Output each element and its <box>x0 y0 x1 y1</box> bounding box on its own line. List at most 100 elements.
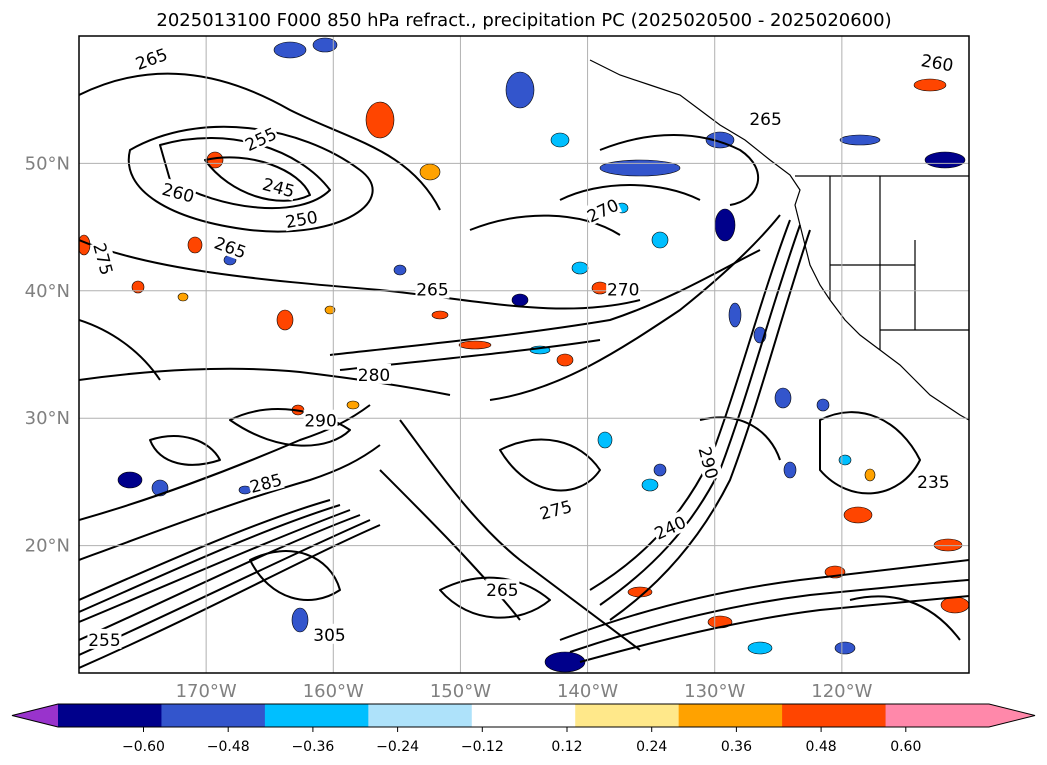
contour-line <box>79 239 641 310</box>
lon-tick-label: 120°W <box>811 681 872 702</box>
precip-blob <box>544 651 586 673</box>
lon-tick-label: 160°W <box>303 681 364 702</box>
contour-line <box>204 156 311 202</box>
contour-line <box>399 419 641 651</box>
precip-blob <box>458 340 492 350</box>
contour-line <box>599 134 760 206</box>
colorbar-tick-label: −0.36 <box>291 739 334 755</box>
precip-blob <box>924 151 966 169</box>
contour-line <box>79 499 331 601</box>
contour-label-bg <box>282 205 320 232</box>
precip-blob <box>913 78 947 92</box>
contour-label-bg <box>650 510 690 544</box>
colorbar-outline <box>11 703 1036 728</box>
lat-tick-label: 50°N <box>25 153 70 174</box>
precip-blob <box>816 398 830 412</box>
colorbar-segment <box>575 704 680 727</box>
precip-blob <box>131 280 145 294</box>
precip-blob <box>843 506 873 524</box>
contour-label-group: 235 <box>916 470 951 493</box>
contour-label-bg <box>246 468 285 497</box>
colorbar-tick-label: −0.48 <box>207 739 250 755</box>
contour-label-group: 260 <box>159 177 198 208</box>
precipitation-layer <box>79 37 969 673</box>
precip-blob <box>276 309 294 331</box>
precip-blob <box>864 468 876 482</box>
contour-label-bg <box>916 470 951 491</box>
colorbar-segment <box>471 704 576 727</box>
contour-label: 265 <box>486 581 518 601</box>
contour-line <box>79 367 451 396</box>
state-borders <box>829 176 969 350</box>
contour-line <box>79 509 351 623</box>
precip-blob <box>728 302 742 328</box>
precip-blob <box>783 461 797 479</box>
precip-blob <box>839 134 881 146</box>
contour-line <box>559 184 701 201</box>
contour-label-bg <box>918 48 956 75</box>
contour-label-bg <box>303 409 338 430</box>
precip-blob <box>511 293 529 307</box>
precip-blob <box>556 353 574 367</box>
precip-blob <box>834 641 856 655</box>
contour-line <box>849 595 961 641</box>
contour-label-bg <box>356 363 391 384</box>
refractivity-contours <box>79 72 969 669</box>
contour-label-bg <box>748 107 783 128</box>
contour-label-bg <box>695 443 724 482</box>
contour-label-bg <box>159 177 198 206</box>
contour-label-bg <box>90 239 119 278</box>
contour-label: 290 <box>304 412 336 432</box>
precip-blob <box>940 596 969 614</box>
contour-line <box>79 519 371 656</box>
contour-line <box>127 125 374 233</box>
precip-blob <box>933 538 963 552</box>
map-frame <box>78 35 970 674</box>
precip-blob <box>714 208 736 242</box>
colorbar-segment <box>782 704 887 727</box>
precip-blob <box>419 163 441 181</box>
contour-line <box>379 469 521 621</box>
colorbar: −0.60 −0.48 −0.36 −0.24 −0.12 0.12 0.24 0.36 0.4… <box>11 703 1036 755</box>
colorbar-tick-label: −0.24 <box>376 739 419 755</box>
precip-blob <box>117 471 143 489</box>
contour-line <box>159 137 331 210</box>
lat-tick-label: 30°N <box>25 408 70 429</box>
contour-line <box>329 249 761 356</box>
colorbar-segment <box>58 704 162 727</box>
lat-tick-label: 40°N <box>25 281 70 302</box>
contour-label-bg <box>606 278 641 299</box>
contour-line <box>439 576 551 619</box>
contour-label-group: 265 <box>748 107 783 130</box>
contour-line <box>499 438 601 492</box>
chart-title: 2025013100 F000 850 hPa refract., precip… <box>156 10 891 31</box>
precip-blob <box>431 310 449 320</box>
contour-label: 235 <box>917 473 949 493</box>
colorbar-segment <box>264 704 369 727</box>
contour-label-group: 280 <box>356 363 391 386</box>
precip-blob <box>291 607 309 633</box>
contour-label: 305 <box>313 626 345 646</box>
colorbar-segment <box>161 704 266 727</box>
precip-blob <box>393 264 407 276</box>
precip-blob <box>312 37 338 53</box>
contour-line <box>609 229 811 621</box>
precip-blob <box>651 231 669 249</box>
contour-line <box>79 72 441 211</box>
coastline <box>589 59 969 421</box>
lon-tick-label: 140°W <box>557 681 618 702</box>
precip-blob <box>599 159 681 177</box>
contour-line <box>149 435 221 466</box>
precip-blob <box>597 431 613 449</box>
contour-line <box>79 444 381 561</box>
lon-tick-label: 170°W <box>176 681 237 702</box>
contour-line <box>569 579 969 653</box>
longitude-tick-labels: 170°W 160°W 150°W 140°W 130°W 120°W <box>176 681 873 702</box>
precip-blob <box>653 463 667 477</box>
colorbar-segment <box>368 704 473 727</box>
map-background <box>79 36 969 673</box>
contour-label: 270 <box>607 281 639 301</box>
contour-line <box>819 411 921 495</box>
contour-line <box>229 408 351 447</box>
